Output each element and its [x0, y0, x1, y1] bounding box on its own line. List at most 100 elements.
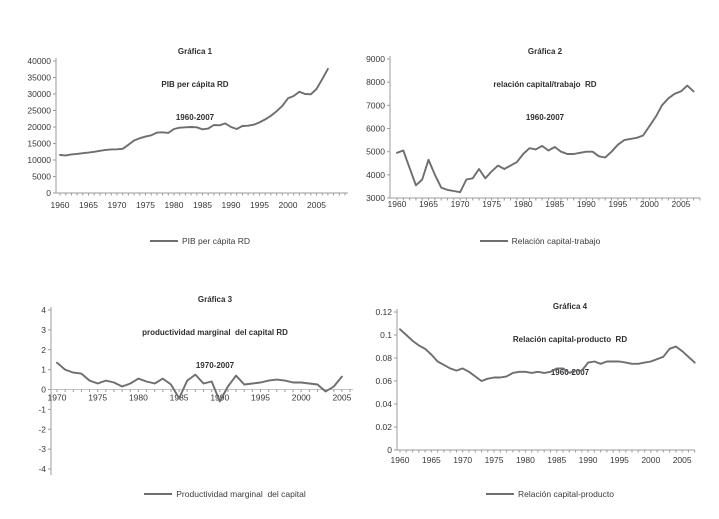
svg-text:1975: 1975: [482, 199, 501, 209]
chart4-title-line1: Gráfica 4: [552, 302, 588, 311]
chart1-legend-line-swatch: [149, 240, 178, 242]
svg-text:1980: 1980: [514, 199, 533, 209]
svg-text:2005: 2005: [671, 199, 690, 209]
svg-text:1970: 1970: [108, 200, 127, 210]
svg-text:2000: 2000: [640, 199, 659, 209]
chart3-title-line3: 1970-2007: [195, 361, 235, 370]
svg-text:10000: 10000: [27, 155, 51, 165]
chart3-title-line2: productividad marginal del capital RD: [142, 328, 288, 337]
svg-text:4000: 4000: [366, 170, 385, 180]
svg-text:1990: 1990: [222, 200, 241, 210]
svg-text:5000: 5000: [366, 147, 385, 157]
svg-text:15000: 15000: [27, 139, 51, 149]
svg-text:3000: 3000: [366, 193, 385, 203]
chart4-plot-relacion-capital-producto: 0 0.02 0.04 0.06 0.08 0.1 0.12 1960 1965 1970 1975…: [375, 307, 696, 465]
svg-text:-2: -2: [38, 424, 46, 434]
svg-text:1990: 1990: [210, 393, 229, 403]
svg-text:1960: 1960: [51, 200, 70, 210]
svg-text:2: 2: [41, 345, 46, 355]
svg-text:8000: 8000: [366, 77, 385, 87]
svg-text:2005: 2005: [307, 200, 326, 210]
svg-text:1995: 1995: [250, 200, 269, 210]
svg-text:5000: 5000: [32, 172, 51, 182]
svg-text:0: 0: [41, 385, 46, 395]
chart1-legend: PIB per cápita RD: [50, 236, 350, 246]
svg-text:1975: 1975: [485, 455, 504, 465]
svg-text:7000: 7000: [366, 100, 385, 110]
svg-text:2005: 2005: [673, 455, 692, 465]
chart1-title-line3: 1960-2007: [175, 113, 215, 122]
svg-text:0.06: 0.06: [375, 376, 392, 386]
svg-text:0.04: 0.04: [375, 399, 392, 409]
svg-text:1980: 1980: [129, 393, 148, 403]
svg-text:35000: 35000: [27, 73, 51, 83]
svg-text:9000: 9000: [366, 54, 385, 64]
chart4-legend-line-swatch: [486, 493, 515, 495]
chart4-legend: Relación capital-producto: [400, 489, 700, 499]
svg-text:1990: 1990: [577, 199, 596, 209]
svg-text:4: 4: [41, 305, 46, 315]
svg-text:-1: -1: [38, 404, 46, 414]
svg-text:3: 3: [41, 325, 46, 335]
svg-text:1970: 1970: [453, 455, 472, 465]
chart3-legend: Productividad marginal del capital: [75, 489, 375, 499]
svg-text:1985: 1985: [193, 200, 212, 210]
chart1-title-line1: Gráfica 1: [177, 47, 213, 56]
svg-text:1980: 1980: [516, 455, 535, 465]
chart2-legend-line-swatch: [479, 240, 508, 242]
svg-text:0.08: 0.08: [375, 353, 392, 363]
svg-text:1995: 1995: [610, 455, 629, 465]
svg-text:-4: -4: [38, 464, 46, 474]
chart2-title: Gráfica 2 relación capital/trabajo RD 19…: [390, 24, 700, 145]
chart4-title-line2: Relación capital-producto RD: [512, 335, 628, 344]
svg-text:40000: 40000: [27, 56, 51, 66]
chart2-plot-relacion-capital-trabajo: 3000 4000 5000 6000 7000 8000 9000 1960 1965 1970…: [366, 54, 701, 209]
svg-text:1965: 1965: [419, 199, 438, 209]
chart2-title-line3: 1960-2007: [525, 113, 565, 122]
chart2-title-line1: Gráfica 2: [527, 47, 563, 56]
svg-text:25000: 25000: [27, 106, 51, 116]
svg-text:0.1: 0.1: [380, 330, 392, 340]
svg-text:0.12: 0.12: [375, 307, 392, 317]
svg-text:1980: 1980: [165, 200, 184, 210]
svg-text:1960: 1960: [388, 199, 407, 209]
svg-text:1990: 1990: [579, 455, 598, 465]
svg-text:2000: 2000: [641, 455, 660, 465]
svg-text:0: 0: [46, 188, 51, 198]
chart3-legend-label: Productividad marginal del capital: [176, 489, 306, 499]
chart3-title-line1: Gráfica 3: [197, 295, 233, 304]
svg-text:1960: 1960: [391, 455, 410, 465]
svg-text:1975: 1975: [136, 200, 155, 210]
svg-text:1970: 1970: [451, 199, 470, 209]
chart3-legend-line-swatch: [144, 493, 173, 495]
svg-text:2000: 2000: [292, 393, 311, 403]
svg-text:0.02: 0.02: [375, 422, 392, 432]
chart1-title-line2: PIB per cápita RD: [161, 80, 229, 89]
svg-text:1995: 1995: [608, 199, 627, 209]
svg-text:2000: 2000: [279, 200, 298, 210]
chart2-legend-label: Relación capital-trabajo: [511, 236, 601, 246]
svg-text:6000: 6000: [366, 124, 385, 134]
svg-text:1965: 1965: [79, 200, 98, 210]
svg-text:1975: 1975: [88, 393, 107, 403]
chart2-title-line2: relación capital/trabajo RD: [493, 80, 597, 89]
svg-text:1965: 1965: [422, 455, 441, 465]
svg-text:1985: 1985: [547, 455, 566, 465]
svg-text:1995: 1995: [251, 393, 270, 403]
chart2-legend: Relación capital-trabajo: [390, 236, 690, 246]
svg-text:2005: 2005: [332, 393, 351, 403]
chart1-legend-label: PIB per cápita RD: [181, 236, 251, 246]
chart3-title: Gráfica 3 productividad marginal del cap…: [55, 272, 375, 393]
chart1-title: Gráfica 1 PIB per cápita RD 1960-2007: [60, 24, 330, 145]
svg-text:1970: 1970: [48, 393, 67, 403]
chart1-plot-pib-per-capita: 0 5000 10000 15000 20000 25000 30000 35000 40000…: [27, 56, 348, 210]
svg-text:1: 1: [41, 365, 46, 375]
svg-text:1985: 1985: [545, 199, 564, 209]
svg-text:0: 0: [387, 445, 392, 455]
svg-text:30000: 30000: [27, 89, 51, 99]
svg-text:20000: 20000: [27, 122, 51, 132]
chart4-legend-label: Relación capital-producto: [518, 489, 614, 499]
svg-text:-3: -3: [38, 444, 46, 454]
